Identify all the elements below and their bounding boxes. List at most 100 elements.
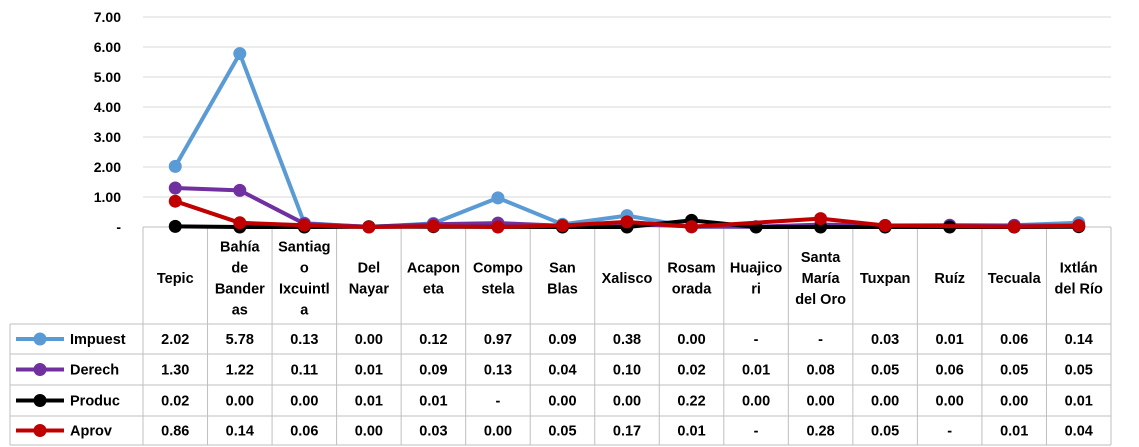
table-cell-value: 0.28 xyxy=(806,424,834,440)
table-cell-value: 0.04 xyxy=(1065,424,1093,440)
category-label: Santiag xyxy=(278,240,330,256)
table-cell-value: 0.05 xyxy=(1065,363,1093,379)
category-label: Santa xyxy=(801,250,841,266)
table-cell-value: 0.00 xyxy=(742,394,770,410)
category-label: a xyxy=(300,303,309,319)
y-tick-label: 1.00 xyxy=(94,189,121,205)
series-line-segment xyxy=(173,51,242,169)
table-cell-value: 0.00 xyxy=(936,394,964,410)
table-cell-value: 0.14 xyxy=(1065,332,1093,348)
category-label: stela xyxy=(481,282,515,298)
data-point xyxy=(555,219,569,232)
table-cell-value: 0.01 xyxy=(419,394,447,410)
legend-key-marker xyxy=(33,332,47,346)
chart-text: - 1.00 2.00 3.00 4.00 5.00 6.00 7.00 Tepic Bahía d… xyxy=(16,9,1103,440)
series-line-segment xyxy=(625,219,694,229)
y-tick-label: 2.00 xyxy=(94,159,121,175)
category-label: del Oro xyxy=(795,292,846,308)
series-line-segment xyxy=(689,216,823,229)
category-label: San xyxy=(549,261,576,277)
data-point xyxy=(233,216,247,230)
table-cell-value: 0.02 xyxy=(161,394,189,410)
table-cell-value: - xyxy=(947,424,952,440)
table-cell-value: 5.78 xyxy=(226,332,254,348)
y-tick-label: 4.00 xyxy=(94,99,121,115)
table-cell-value: 0.00 xyxy=(484,424,512,440)
y-tick-label: 6.00 xyxy=(94,39,121,55)
table-cell-value: 0.05 xyxy=(871,424,899,440)
category-label: del Río xyxy=(1055,282,1103,298)
category-label: Ruíz xyxy=(934,271,965,287)
table-cell-value: 0.22 xyxy=(677,394,705,410)
data-point xyxy=(168,181,182,195)
data-point xyxy=(233,183,247,197)
table-cell-value: 0.05 xyxy=(1000,363,1028,379)
category-label: Xalisco xyxy=(602,271,653,287)
table-cell-value: 0.17 xyxy=(613,424,641,440)
table-cell-value: 0.01 xyxy=(1000,424,1028,440)
data-point xyxy=(814,212,828,226)
y-tick-label: 3.00 xyxy=(94,129,121,145)
y-tick-label: 7.00 xyxy=(94,9,121,25)
category-label: o xyxy=(300,261,309,277)
table-cell-value: 0.00 xyxy=(548,394,576,410)
table-cell-value: 0.00 xyxy=(355,424,383,440)
series-line-segment xyxy=(560,219,629,228)
gridlines xyxy=(143,16,1111,198)
category-label: ri xyxy=(751,282,761,298)
table-cell-value: - xyxy=(818,332,823,348)
series-line-segment xyxy=(173,186,242,193)
table-cell-value: 0.02 xyxy=(677,363,705,379)
category-label: Del xyxy=(358,261,381,277)
table-cell-value: 0.01 xyxy=(742,363,770,379)
data-table xyxy=(9,226,1112,446)
category-label: Tecuala xyxy=(988,271,1042,287)
table-cell-value: 0.12 xyxy=(419,332,447,348)
series-line-segment xyxy=(431,224,500,229)
data-point xyxy=(362,220,376,234)
data-point xyxy=(1072,219,1086,233)
data-point xyxy=(297,218,311,232)
category-label: Rosam xyxy=(667,261,715,277)
category-label: Tuxpan xyxy=(860,271,910,287)
category-label: Ixtlán xyxy=(1060,261,1098,277)
legend-key-marker xyxy=(33,424,47,437)
series-line-segment xyxy=(237,51,307,226)
data-point xyxy=(168,194,182,208)
table-cell-value: 0.01 xyxy=(1065,394,1093,410)
data-point xyxy=(1007,220,1021,234)
series-line-segment xyxy=(237,220,307,228)
table-cell-value: 0.00 xyxy=(613,394,641,410)
table-cell-value: 0.01 xyxy=(355,394,383,410)
category-label: Huajico xyxy=(730,261,783,277)
table-cell-value: 0.14 xyxy=(226,424,254,440)
category-label: Ixcuintl xyxy=(279,282,330,298)
series-name: Produc xyxy=(70,394,120,410)
table-cell-value: 0.05 xyxy=(871,363,899,379)
category-label: eta xyxy=(423,282,445,298)
table-cell-value: 0.08 xyxy=(806,363,834,379)
table-cell-value: 0.11 xyxy=(291,363,318,379)
series-line-segment xyxy=(173,224,242,229)
table-cell-value: 1.22 xyxy=(226,363,254,379)
data-point xyxy=(168,159,182,173)
table-cell-value: 0.03 xyxy=(419,424,447,440)
table-cell-value: 0.06 xyxy=(936,363,964,379)
series-line-segment xyxy=(560,213,629,227)
legend-key-marker xyxy=(33,394,47,407)
table-cell-value: 0.05 xyxy=(548,424,576,440)
table-cell-value: 0.00 xyxy=(806,394,834,410)
series-name: Aprov xyxy=(70,424,112,440)
data-point xyxy=(685,220,699,234)
table-cell-value: 0.10 xyxy=(613,363,641,379)
category-label: Bander xyxy=(215,282,265,298)
series-line-segment xyxy=(431,195,500,226)
category-label: orada xyxy=(672,282,712,298)
table-cell-value: 0.09 xyxy=(419,363,447,379)
table-cell-value: 0.97 xyxy=(484,332,512,348)
table-cell-value: 0.00 xyxy=(1000,394,1028,410)
data-point xyxy=(491,220,505,234)
data-point xyxy=(878,219,892,232)
category-label: Tepic xyxy=(157,271,194,287)
